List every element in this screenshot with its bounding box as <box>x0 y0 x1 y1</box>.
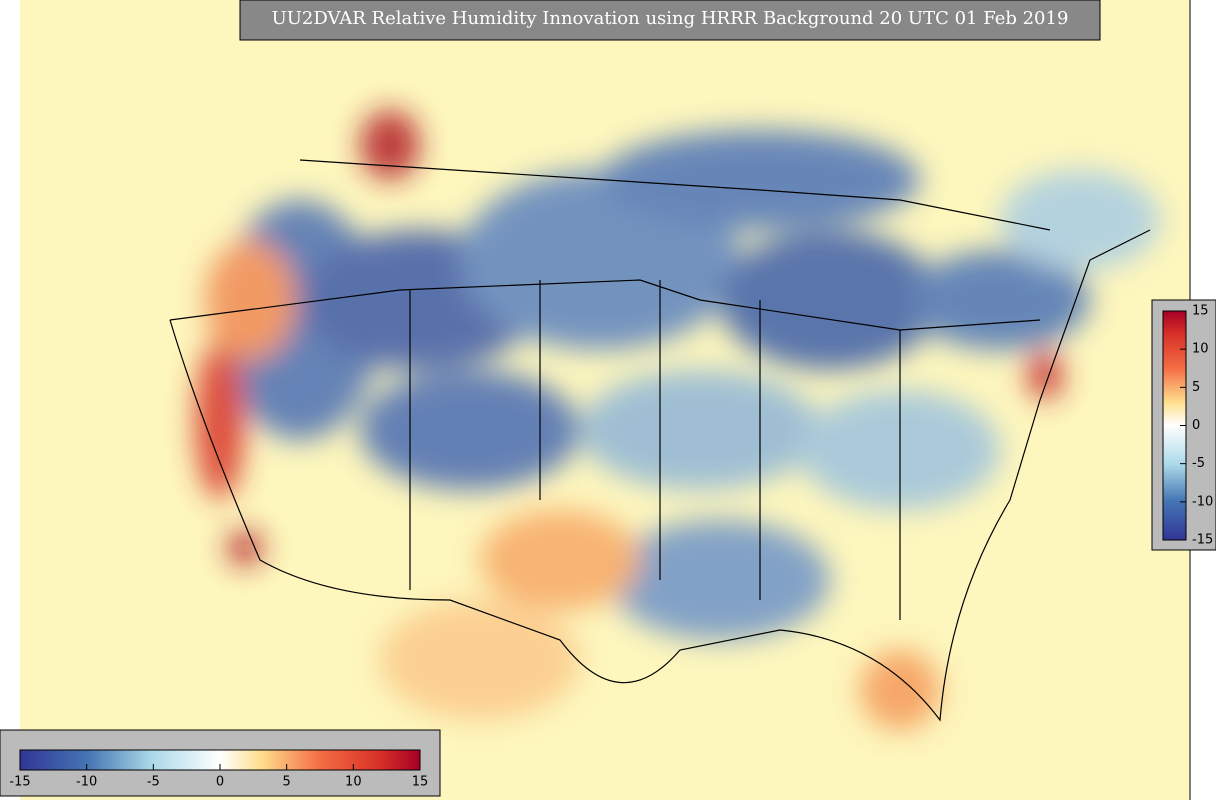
tick-label: -15 <box>9 775 30 790</box>
tick-label: -15 <box>1192 533 1213 548</box>
tick-label: 5 <box>1192 380 1200 395</box>
tick-label: 10 <box>1192 342 1209 357</box>
tick-label: -5 <box>147 775 160 790</box>
tick-label: 0 <box>1192 418 1200 433</box>
map-field <box>20 0 1190 800</box>
tick-label: -10 <box>1192 494 1213 509</box>
tick-label: 5 <box>283 775 291 790</box>
tick-label: 15 <box>412 775 429 790</box>
tick-label: -10 <box>76 775 97 790</box>
colorbar-bottom: -15 -10 -5 0 5 10 15 <box>0 729 441 797</box>
tick-label: 15 <box>1192 304 1209 319</box>
tick-label: -5 <box>1192 456 1205 471</box>
colorbar-right: 15 10 5 0 -5 -10 -15 <box>1151 299 1216 551</box>
tick-label: 10 <box>345 775 362 790</box>
title-box: UU2DVAR Relative Humidity Innovation usi… <box>239 0 1101 41</box>
map-title: UU2DVAR Relative Humidity Innovation usi… <box>272 8 1069 29</box>
tick-label: 0 <box>216 775 224 790</box>
